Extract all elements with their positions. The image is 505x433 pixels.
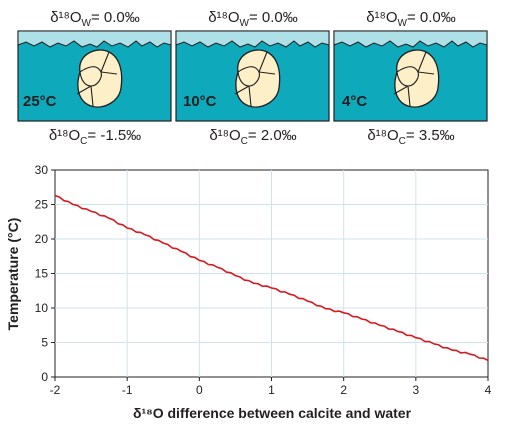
surface-water [175, 30, 330, 48]
water-isotope-label: δ¹⁸OW= 0.0‰ [208, 9, 298, 29]
panel-temperature: 4°C [342, 93, 367, 110]
foraminifera-shell [393, 49, 440, 108]
y-tick-label: 20 [35, 232, 49, 246]
water-isotope-label: δ¹⁸OW= 0.0‰ [50, 9, 140, 29]
y-tick-label: 0 [41, 370, 48, 384]
x-axis-title: δ¹⁸O difference between calcite and wate… [133, 405, 412, 421]
water-isotope-label: δ¹⁸OW= 0.0‰ [366, 9, 456, 29]
gridlines [55, 170, 488, 377]
x-tick-label: 3 [412, 383, 419, 397]
y-tick-label: 25 [35, 198, 49, 212]
x-tick-label: -1 [122, 383, 133, 397]
y-axis-title: Temperature (°C) [5, 218, 21, 331]
calcite-isotope-label: δ¹⁸OC= 2.0‰ [209, 127, 296, 147]
panel-temperature: 25°C [23, 93, 57, 110]
x-tick-label: 4 [485, 383, 492, 397]
x-tick-label: -2 [50, 383, 61, 397]
calcite-isotope-label: δ¹⁸OC= -1.5‰ [49, 127, 141, 147]
x-tick-label: 2 [340, 383, 347, 397]
foraminifera-shell [234, 49, 281, 108]
calcite-isotope-label: δ¹⁸OC= 3.5‰ [367, 127, 454, 147]
panel-mid: 10°C [175, 30, 330, 122]
surface-water [333, 30, 488, 48]
y-tick-label: 15 [35, 267, 49, 281]
y-tick-label: 30 [35, 163, 49, 177]
x-axis: -2 -1 0 1 2 3 4 [50, 377, 492, 397]
panel-warm: 25°C [17, 30, 172, 122]
temperature-chart: -2 -1 0 1 2 3 4 0 5 10 15 20 25 30 δ¹⁸O difference b… [5, 163, 492, 421]
y-tick-label: 10 [35, 301, 49, 315]
panel-cold: 4°C [333, 30, 488, 122]
x-tick-label: 1 [268, 383, 275, 397]
y-axis: 0 5 10 15 20 25 30 [35, 163, 55, 384]
foraminifera-shell [76, 49, 123, 108]
temperature-line [54, 194, 489, 362]
panel-temperature: 10°C [183, 93, 217, 110]
x-tick-label: 0 [196, 383, 203, 397]
surface-water [17, 30, 172, 48]
y-tick-label: 5 [41, 336, 48, 350]
